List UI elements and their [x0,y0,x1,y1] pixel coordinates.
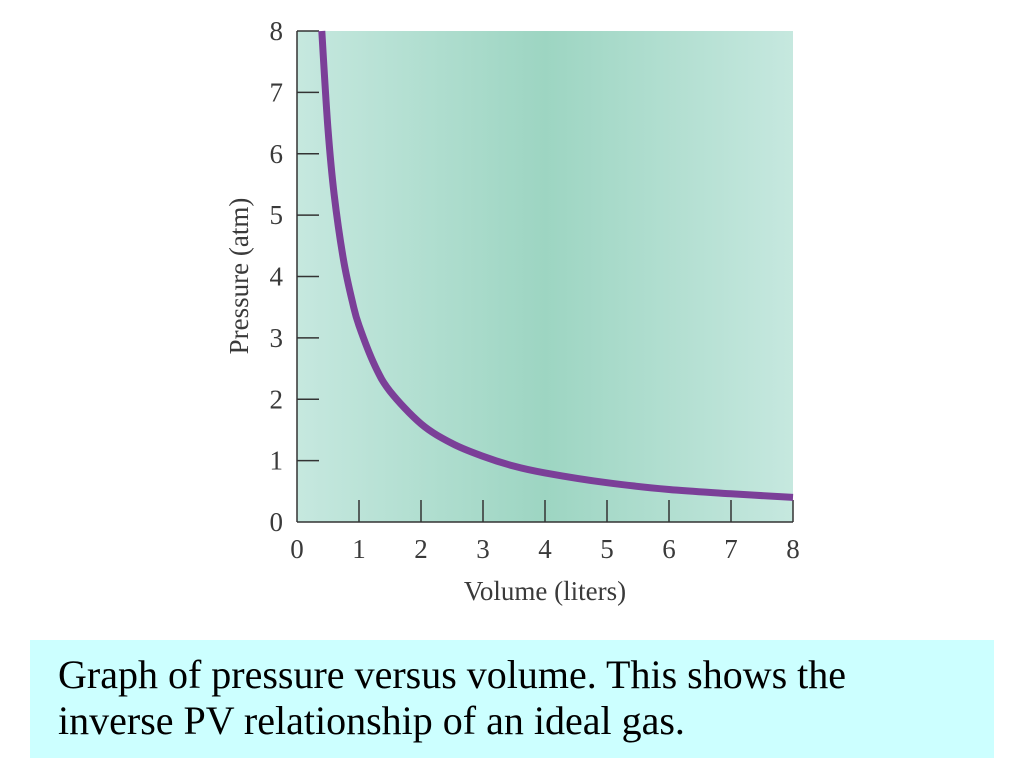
x-tick-label: 0 [290,534,304,564]
pv-chart: 0 1 2 3 4 5 6 7 8 0 1 2 3 4 5 6 7 8 Volume (liters) Press… [224,16,800,606]
x-tick-label: 4 [538,534,552,564]
plot-background [297,31,793,522]
y-tick-label: 8 [270,16,284,46]
tick-labels: 0 1 2 3 4 5 6 7 8 0 1 2 3 4 5 6 7 8 [270,16,800,564]
y-tick-label: 4 [270,262,284,292]
x-tick-label: 5 [600,534,614,564]
y-axis-label: Pressure (atm) [224,198,254,355]
y-tick-label: 0 [270,507,284,537]
x-tick-label: 2 [414,534,428,564]
caption-box: Graph of pressure versus volume. This sh… [30,640,994,758]
x-tick-label: 3 [476,534,490,564]
x-tick-label: 1 [352,534,366,564]
y-tick-label: 1 [270,446,284,476]
y-tick-label: 7 [270,77,284,107]
y-tick-label: 2 [270,384,284,414]
x-tick-label: 8 [786,534,800,564]
y-tick-label: 3 [270,323,284,353]
x-axis-label: Volume (liters) [464,576,626,606]
y-tick-label: 6 [270,139,284,169]
pv-curve [318,30,794,501]
x-tick-label: 6 [662,534,676,564]
axes [296,30,794,523]
y-tick-label: 5 [270,200,284,230]
caption-text: Graph of pressure versus volume. This sh… [58,652,847,743]
series-layer [318,30,794,501]
x-tick-label: 7 [724,534,738,564]
